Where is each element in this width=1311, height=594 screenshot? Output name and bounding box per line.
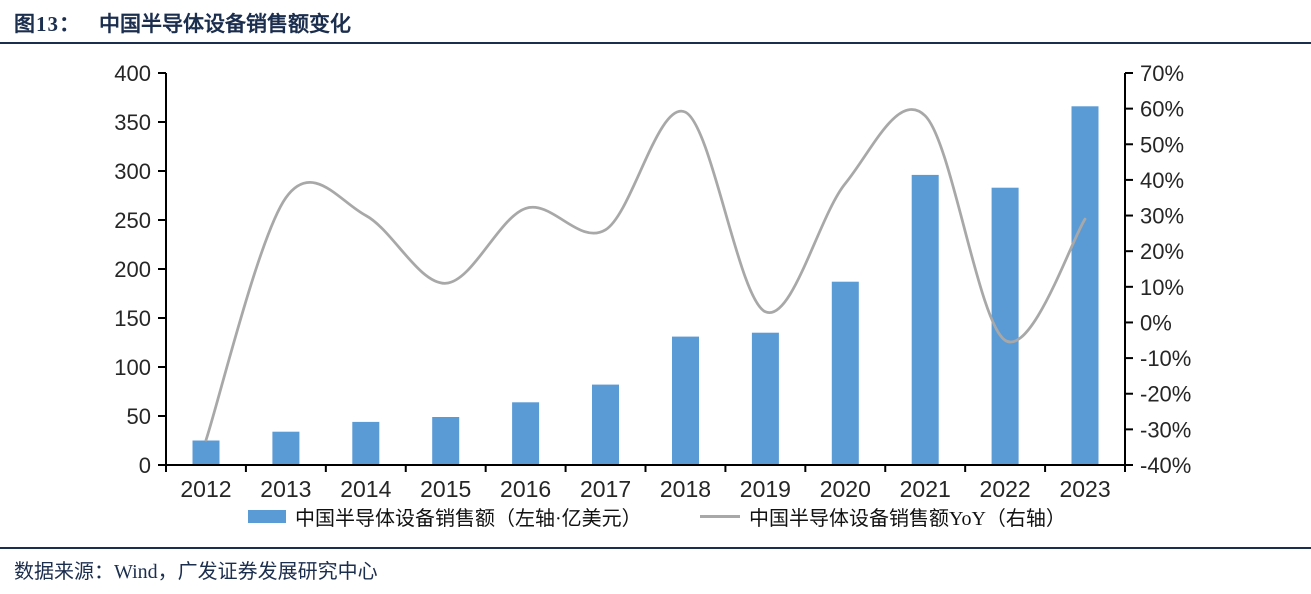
bar-2015 — [432, 417, 460, 465]
x-axis-label: 2013 — [260, 476, 311, 502]
x-axis-label: 2021 — [900, 476, 951, 502]
right-axis-label: 30% — [1140, 204, 1184, 229]
left-axis-label: 400 — [114, 61, 151, 86]
x-axis-label: 2019 — [740, 476, 791, 502]
x-axis-label: 2015 — [420, 476, 471, 502]
right-axis-label: -30% — [1140, 417, 1191, 442]
legend-item-line: 中国半导体设备销售额YoY（右轴） — [700, 505, 1066, 530]
footer-divider — [0, 547, 1311, 549]
bar-2017 — [592, 384, 619, 465]
right-axis-label: 0% — [1140, 310, 1172, 335]
x-axis-label: 2016 — [500, 476, 551, 502]
bar-2012 — [192, 440, 220, 465]
data-source: 数据来源：Wind，广发证券发展研究中心 — [14, 561, 378, 583]
left-axis-label: 350 — [114, 110, 151, 135]
bar-2013 — [272, 431, 300, 465]
legend-line-label: 中国半导体设备销售额YoY（右轴） — [749, 507, 1066, 530]
bar-2018 — [672, 336, 699, 465]
bar-swatch-icon — [248, 509, 286, 523]
legend-bar-label: 中国半导体设备销售额（左轴·亿美元） — [295, 507, 642, 530]
bar-2014 — [352, 421, 380, 465]
x-axis-label: 2020 — [820, 476, 871, 502]
left-axis-label: 200 — [114, 257, 151, 282]
x-axis-label: 2014 — [340, 476, 391, 502]
right-axis-label: -10% — [1140, 346, 1191, 371]
right-axis-label: 70% — [1140, 61, 1184, 86]
title-divider — [0, 42, 1311, 44]
figure-number: 图13： — [14, 12, 81, 36]
left-axis-label: 100 — [114, 355, 151, 380]
bar-2020 — [831, 281, 859, 465]
left-axis-label: 50 — [127, 404, 151, 429]
line-swatch-icon — [700, 514, 740, 518]
right-axis-label: 10% — [1140, 275, 1184, 300]
right-axis-label: -20% — [1140, 382, 1191, 407]
figure-title: 中国半导体设备销售额变化 — [99, 12, 351, 36]
x-axis-label: 2023 — [1059, 476, 1110, 502]
left-axis-label: 150 — [114, 306, 151, 331]
right-axis-label: 20% — [1140, 239, 1184, 264]
x-axis-label: 2022 — [980, 476, 1031, 502]
left-axis-label: 0 — [139, 453, 151, 478]
x-axis-label: 2012 — [180, 476, 231, 502]
x-axis-label: 2017 — [580, 476, 631, 502]
left-axis-label: 300 — [114, 159, 151, 184]
right-axis-label: 60% — [1140, 97, 1184, 122]
figure-header: 图13： 中国半导体设备销售额变化 — [14, 8, 351, 38]
yoy-line — [204, 108, 1087, 442]
left-axis-label: 250 — [114, 208, 151, 233]
right-axis-label: -40% — [1140, 453, 1191, 478]
x-axis-label: 2018 — [660, 476, 711, 502]
legend-item-bar: 中国半导体设备销售额（左轴·亿美元） — [248, 505, 642, 530]
bar-2021 — [911, 174, 939, 465]
bar-2016 — [512, 402, 540, 465]
bar-2023 — [1071, 106, 1099, 466]
bar-2019 — [751, 332, 779, 465]
right-axis-label: 50% — [1140, 132, 1184, 157]
right-axis-label: 40% — [1140, 168, 1184, 193]
